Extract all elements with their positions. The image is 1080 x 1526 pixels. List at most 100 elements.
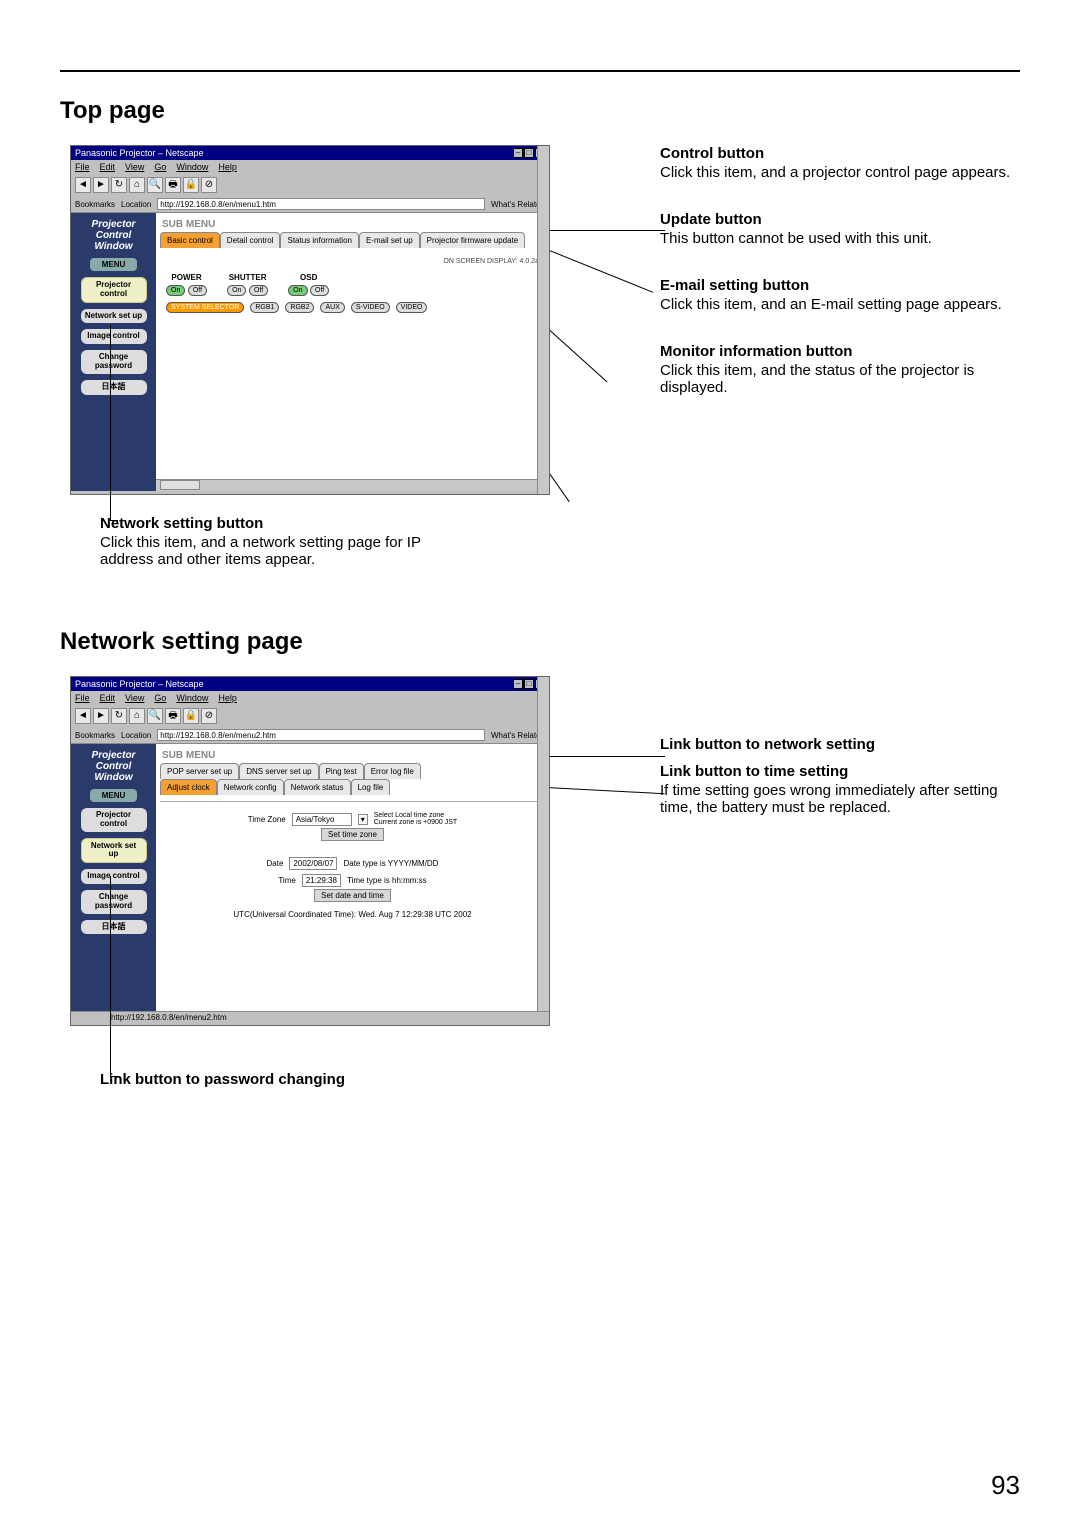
menu-go[interactable]: Go: [154, 693, 166, 703]
home-icon[interactable]: ⌂: [129, 177, 145, 193]
reload-icon[interactable]: ↻: [111, 177, 127, 193]
main-area: SUB MENU Basic control Detail control St…: [156, 213, 549, 491]
tab-error-log[interactable]: Error log file: [364, 763, 421, 779]
tab-email-setup[interactable]: E-mail set up: [359, 232, 420, 248]
power-on-button[interactable]: On: [166, 285, 185, 296]
menu-help[interactable]: Help: [218, 693, 237, 703]
scrollbar-vertical[interactable]: [537, 677, 549, 1025]
osd-off-button[interactable]: Off: [310, 285, 329, 296]
window-titlebar: Panasonic Projector – Netscape – □ ×: [71, 677, 549, 691]
shutter-off-button[interactable]: Off: [249, 285, 268, 296]
callout-control-button: Control button Click this item, and a pr…: [660, 145, 1020, 181]
tab-basic-control[interactable]: Basic control: [160, 232, 220, 248]
menu-window[interactable]: Window: [176, 162, 208, 172]
shutter-on-button[interactable]: On: [227, 285, 246, 296]
date-note: Date type is YYYY/MM/DD: [343, 859, 438, 868]
scrollbar-horizontal[interactable]: [156, 479, 537, 491]
reload-icon[interactable]: ↻: [111, 708, 127, 724]
location-field[interactable]: http://192.168.0.8/en/menu1.htm: [157, 198, 485, 210]
callout-monitor-information-button: Monitor information button Click this it…: [660, 343, 1020, 396]
menu-view[interactable]: View: [125, 693, 144, 703]
section2-callouts: Link button to network setting Link butt…: [550, 676, 1020, 846]
system-selector-label: SYSTEM SELECTOR: [166, 302, 244, 313]
tab-adjust-clock[interactable]: Adjust clock: [160, 779, 217, 795]
main-area: SUB MENU POP server set up DNS server se…: [156, 744, 549, 1022]
timezone-select[interactable]: Asia/Tokyo: [292, 813, 352, 826]
minimize-icon[interactable]: –: [513, 148, 523, 158]
menu-label: MENU: [90, 789, 138, 802]
set-date-time-button[interactable]: Set date and time: [314, 889, 391, 902]
maximize-icon[interactable]: □: [524, 148, 534, 158]
system-aux[interactable]: AUX: [320, 302, 344, 313]
section1-title: Top page: [60, 97, 1020, 125]
dropdown-icon[interactable]: ▾: [358, 814, 368, 825]
tab-detail-control[interactable]: Detail control: [220, 232, 281, 248]
back-icon[interactable]: ◄: [75, 177, 91, 193]
sidebar-item-image-control[interactable]: Image control: [81, 869, 147, 884]
submenu-label: SUB MENU: [162, 750, 545, 761]
system-rgb2[interactable]: RGB2: [285, 302, 314, 313]
menu-view[interactable]: View: [125, 162, 144, 172]
sidebar-item-japanese[interactable]: 日本語: [81, 380, 147, 395]
osd-group: OSD On Off: [288, 273, 329, 294]
sidebar-item-network-setup[interactable]: Network set up: [81, 309, 147, 324]
tab-status-information[interactable]: Status information: [280, 232, 358, 248]
bookmarks-label[interactable]: Bookmarks: [75, 200, 115, 209]
sidebar-item-change-password[interactable]: Change password: [81, 890, 147, 914]
print-icon[interactable]: 🖶: [165, 708, 181, 724]
menu-file[interactable]: File: [75, 693, 90, 703]
sidebar-item-projector-control[interactable]: Projector control: [81, 277, 147, 303]
security-icon[interactable]: 🔒: [183, 708, 199, 724]
stop-icon[interactable]: ⊘: [201, 708, 217, 724]
sidebar-item-japanese[interactable]: 日本語: [81, 920, 147, 935]
bookmarks-label[interactable]: Bookmarks: [75, 731, 115, 740]
forward-icon[interactable]: ►: [93, 177, 109, 193]
search-icon[interactable]: 🔍: [147, 708, 163, 724]
status-bar: http://192.168.0.8/en/menu2.htm: [71, 1011, 549, 1025]
power-off-button[interactable]: Off: [188, 285, 207, 296]
stop-icon[interactable]: ⊘: [201, 177, 217, 193]
menu-go[interactable]: Go: [154, 162, 166, 172]
tab-firmware-update[interactable]: Projector firmware update: [420, 232, 526, 248]
sidebar-item-change-password[interactable]: Change password: [81, 350, 147, 374]
back-icon[interactable]: ◄: [75, 708, 91, 724]
section2-row: Panasonic Projector – Netscape – □ × Fil…: [60, 676, 1020, 1026]
menu-window[interactable]: Window: [176, 693, 208, 703]
submenu-label: SUB MENU: [162, 219, 545, 230]
section2-title: Network setting page: [60, 628, 1020, 656]
page-number: 93: [991, 1470, 1020, 1501]
tab-network-status[interactable]: Network status: [284, 779, 351, 795]
scrollbar-vertical[interactable]: [537, 146, 549, 494]
set-timezone-button[interactable]: Set time zone: [321, 828, 384, 841]
forward-icon[interactable]: ►: [93, 708, 109, 724]
window-title: Panasonic Projector – Netscape: [75, 679, 204, 689]
security-icon[interactable]: 🔒: [183, 177, 199, 193]
home-icon[interactable]: ⌂: [129, 708, 145, 724]
time-field[interactable]: 21:29:38: [302, 874, 341, 887]
osd-on-button[interactable]: On: [288, 285, 307, 296]
system-video[interactable]: VIDEO: [396, 302, 428, 313]
sidebar-item-network-setup[interactable]: Network set up: [81, 838, 147, 864]
search-icon[interactable]: 🔍: [147, 177, 163, 193]
system-rgb1[interactable]: RGB1: [250, 302, 279, 313]
callout-update-button: Update button This button cannot be used…: [660, 211, 1020, 247]
menu-edit[interactable]: Edit: [100, 162, 116, 172]
menu-edit[interactable]: Edit: [100, 693, 116, 703]
menu-label: MENU: [90, 258, 138, 271]
location-field[interactable]: http://192.168.0.8/en/menu2.htm: [157, 729, 485, 741]
sidebar-item-image-control[interactable]: Image control: [81, 329, 147, 344]
page: Top page Panasonic Projector – Netscape …: [60, 70, 1020, 1476]
menu-file[interactable]: File: [75, 162, 90, 172]
date-field[interactable]: 2002/08/07: [289, 857, 337, 870]
print-icon[interactable]: 🖶: [165, 177, 181, 193]
tab-network-config[interactable]: Network config: [217, 779, 284, 795]
tab-pop-server[interactable]: POP server set up: [160, 763, 239, 779]
tab-dns-server[interactable]: DNS server set up: [239, 763, 318, 779]
tab-ping-test[interactable]: Ping test: [319, 763, 364, 779]
system-svideo[interactable]: S-VIDEO: [351, 302, 390, 313]
menu-help[interactable]: Help: [218, 162, 237, 172]
sidebar-item-projector-control[interactable]: Projector control: [81, 808, 147, 832]
maximize-icon[interactable]: □: [524, 679, 534, 689]
tab-log-file[interactable]: Log file: [351, 779, 391, 795]
minimize-icon[interactable]: –: [513, 679, 523, 689]
